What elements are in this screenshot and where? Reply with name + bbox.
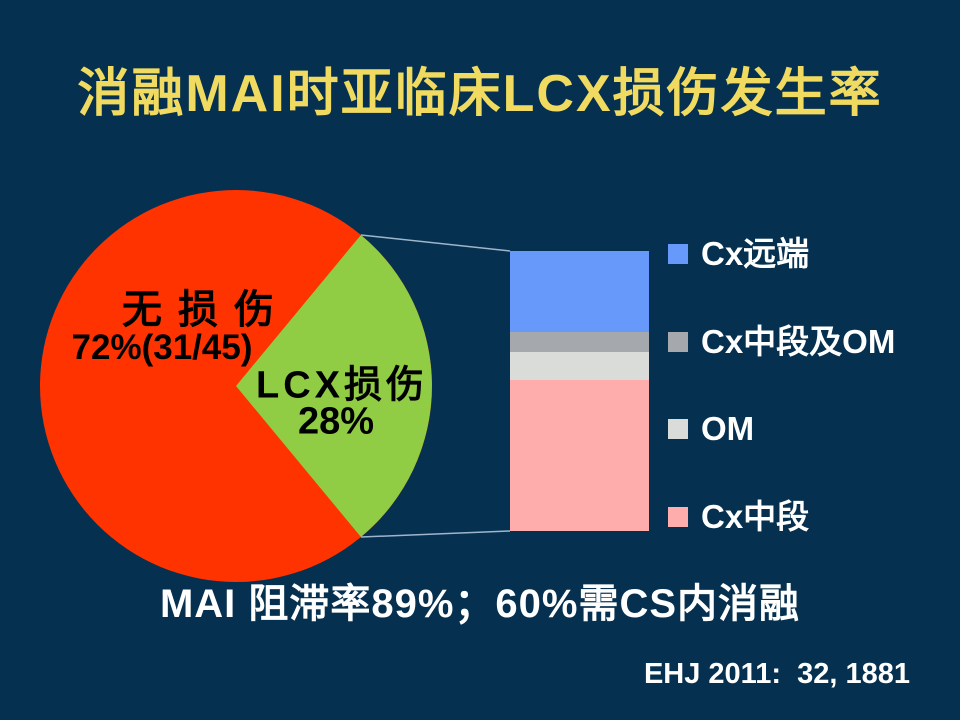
- legend-swatch-icon: [668, 331, 688, 352]
- leader-line-bottom: [360, 530, 511, 538]
- pie-label-no-injury: 无损伤: [122, 288, 290, 332]
- pie-value-lcx-injury: 28%: [297, 400, 375, 443]
- legend-swatch-icon: [668, 244, 688, 264]
- slide-title: 消融MAI时亚临床LCX损伤发生率: [77, 65, 883, 123]
- legend-label: OM: [701, 410, 755, 447]
- legend-item-2: Cx中段及OM: [668, 322, 896, 360]
- legend: Cx远端 Cx中段及OM OM Cx中段: [668, 0, 958, 720]
- legend-item-1: Cx远端: [668, 236, 809, 272]
- citation-text: EHJ 2011: 32, 1881: [643, 658, 910, 690]
- pie-label-lcx-injury: LCX损伤: [255, 364, 429, 407]
- bar-segment-2: [510, 332, 649, 352]
- stacked-bar: [510, 251, 649, 531]
- footnote-text: MAI 阻滞率89%；60%需CS内消融: [159, 582, 801, 626]
- pie-value-no-injury: 72%(31/45): [71, 328, 253, 367]
- bar-segment-1: [510, 251, 649, 333]
- legend-item-3: OM: [668, 411, 754, 447]
- bar-segment-4: [510, 379, 649, 531]
- legend-label: Cx中段及OM: [701, 322, 896, 360]
- legend-label: Cx中段: [701, 497, 810, 535]
- bar-segment-3: [510, 351, 649, 380]
- legend-swatch-icon: [668, 506, 688, 527]
- leader-line-top: [360, 234, 511, 252]
- pie-slice-lcx-injury: [236, 235, 432, 537]
- legend-swatch-icon: [668, 419, 688, 439]
- legend-item-4: Cx中段: [668, 497, 810, 535]
- legend-label: Cx远端: [701, 235, 810, 272]
